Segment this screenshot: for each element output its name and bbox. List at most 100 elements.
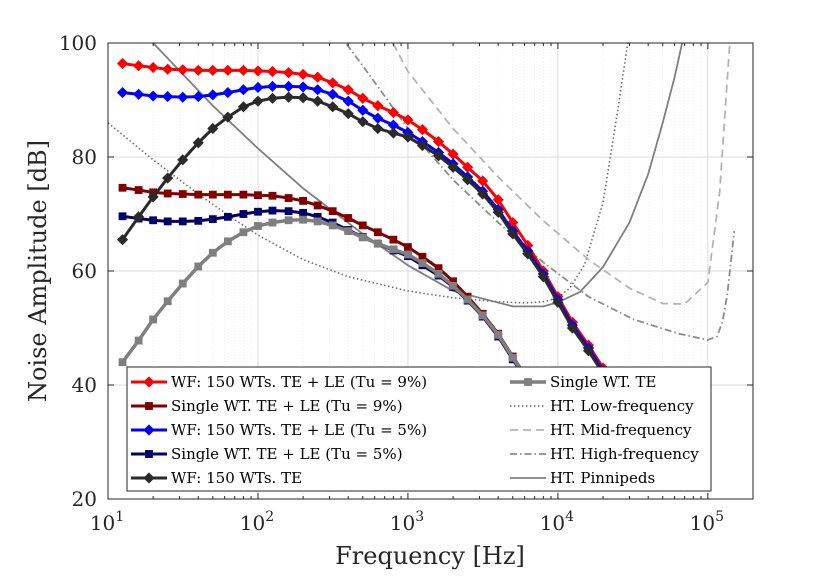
data-point <box>434 269 443 278</box>
data-point <box>297 92 309 104</box>
x-tick-label: 104 <box>540 509 574 535</box>
legend-entry-wf-150-wts-te-le-tu-5: WF: 150 WTs. TE + LE (Tu = 5%) <box>131 421 427 439</box>
data-point <box>537 271 549 283</box>
data-point <box>373 228 382 237</box>
data-point <box>522 248 534 260</box>
data-point <box>344 214 353 222</box>
data-point <box>134 186 143 194</box>
data-point <box>237 64 249 76</box>
legend-label: WF: 150 WTs. TE + LE (Tu = 5%) <box>171 421 427 439</box>
data-point <box>133 60 145 72</box>
data-point <box>178 190 187 198</box>
data-point <box>134 336 143 345</box>
data-point <box>133 88 145 100</box>
data-point <box>163 189 172 198</box>
data-point <box>328 221 337 230</box>
data-point <box>147 61 159 74</box>
legend-label: Single WT. TE <box>550 373 657 391</box>
data-point <box>192 137 204 149</box>
legend-entry-ht-pinnipeds: HT. Pinnipeds <box>510 469 655 487</box>
data-point <box>344 227 353 235</box>
x-tick-base: 10 <box>540 511 565 535</box>
data-point <box>116 57 129 70</box>
data-point <box>147 191 159 203</box>
data-point <box>222 87 234 99</box>
data-point <box>222 111 234 123</box>
data-point <box>208 215 217 224</box>
data-point <box>357 92 369 104</box>
data-point <box>163 297 172 306</box>
legend-label: WF: 150 WTs. TE + LE (Tu = 9%) <box>171 373 427 391</box>
data-point <box>118 358 127 367</box>
data-point <box>508 353 517 362</box>
legend-label: Single WT. TE + LE (Tu = 5%) <box>171 445 403 463</box>
data-point <box>312 84 324 96</box>
legend-entry-ht-high-frequency: HT. High-frequency <box>510 445 699 463</box>
data-point <box>147 90 159 102</box>
data-point <box>494 330 503 339</box>
data-point <box>149 315 158 324</box>
legend-entry-ht-low-frequency: HT. Low-frequency <box>510 397 694 415</box>
legend-label: HT. Low-frequency <box>550 397 694 415</box>
data-point <box>223 237 232 246</box>
data-point <box>208 190 217 199</box>
legend-marker <box>143 472 155 484</box>
x-tick-label: 102 <box>240 509 274 535</box>
data-point <box>178 279 187 288</box>
data-point <box>387 106 399 119</box>
data-point <box>149 216 158 225</box>
data-point <box>342 108 354 120</box>
x-tick-base: 10 <box>690 511 715 535</box>
data-point <box>299 208 308 217</box>
data-point <box>239 210 248 218</box>
data-point <box>299 196 308 205</box>
data-point <box>373 239 382 248</box>
data-point <box>389 235 398 244</box>
data-point <box>327 101 339 113</box>
x-tick-label: 103 <box>390 509 424 535</box>
series-ht-mid-frequency <box>391 43 731 305</box>
legend-label: HT. High-frequency <box>550 445 699 463</box>
y-tick-label: 100 <box>59 31 97 55</box>
data-point <box>208 248 217 257</box>
series-ht-high-frequency <box>344 43 736 341</box>
x-axis-label: Frequency [Hz] <box>335 542 525 570</box>
data-point <box>297 68 309 80</box>
data-point <box>462 174 474 186</box>
data-point <box>342 84 354 96</box>
data-point <box>254 222 262 230</box>
data-point <box>507 228 519 240</box>
data-point <box>133 211 145 223</box>
data-point <box>237 101 249 113</box>
data-point <box>404 250 412 259</box>
data-point <box>223 190 232 199</box>
series-line <box>344 43 736 341</box>
data-point <box>313 201 322 210</box>
data-point <box>552 296 564 308</box>
legend-marker <box>145 402 153 410</box>
data-point <box>463 295 472 304</box>
y-axis-label: Noise Amplitude [dB] <box>24 140 52 402</box>
data-point <box>192 91 204 103</box>
data-point <box>582 345 595 357</box>
legend-entry-wf-150-wts-te: WF: 150 WTs. TE <box>131 469 302 487</box>
data-point <box>268 206 277 215</box>
x-tick-exponent: 3 <box>415 509 424 525</box>
data-point <box>207 89 219 101</box>
series-line <box>152 43 684 308</box>
series-line <box>391 43 731 305</box>
data-point <box>312 71 324 83</box>
data-point <box>416 140 429 152</box>
legend-box <box>126 366 712 492</box>
data-point <box>283 80 295 92</box>
data-point <box>207 122 219 135</box>
x-tick-exponent: 2 <box>265 509 274 525</box>
data-point <box>252 95 264 107</box>
x-tick-exponent: 4 <box>565 509 574 525</box>
data-point <box>416 124 429 136</box>
data-point <box>162 91 174 103</box>
series-ht-pinnipeds <box>152 43 684 308</box>
series-layer <box>108 43 736 409</box>
x-tick-exponent: 1 <box>115 509 124 525</box>
